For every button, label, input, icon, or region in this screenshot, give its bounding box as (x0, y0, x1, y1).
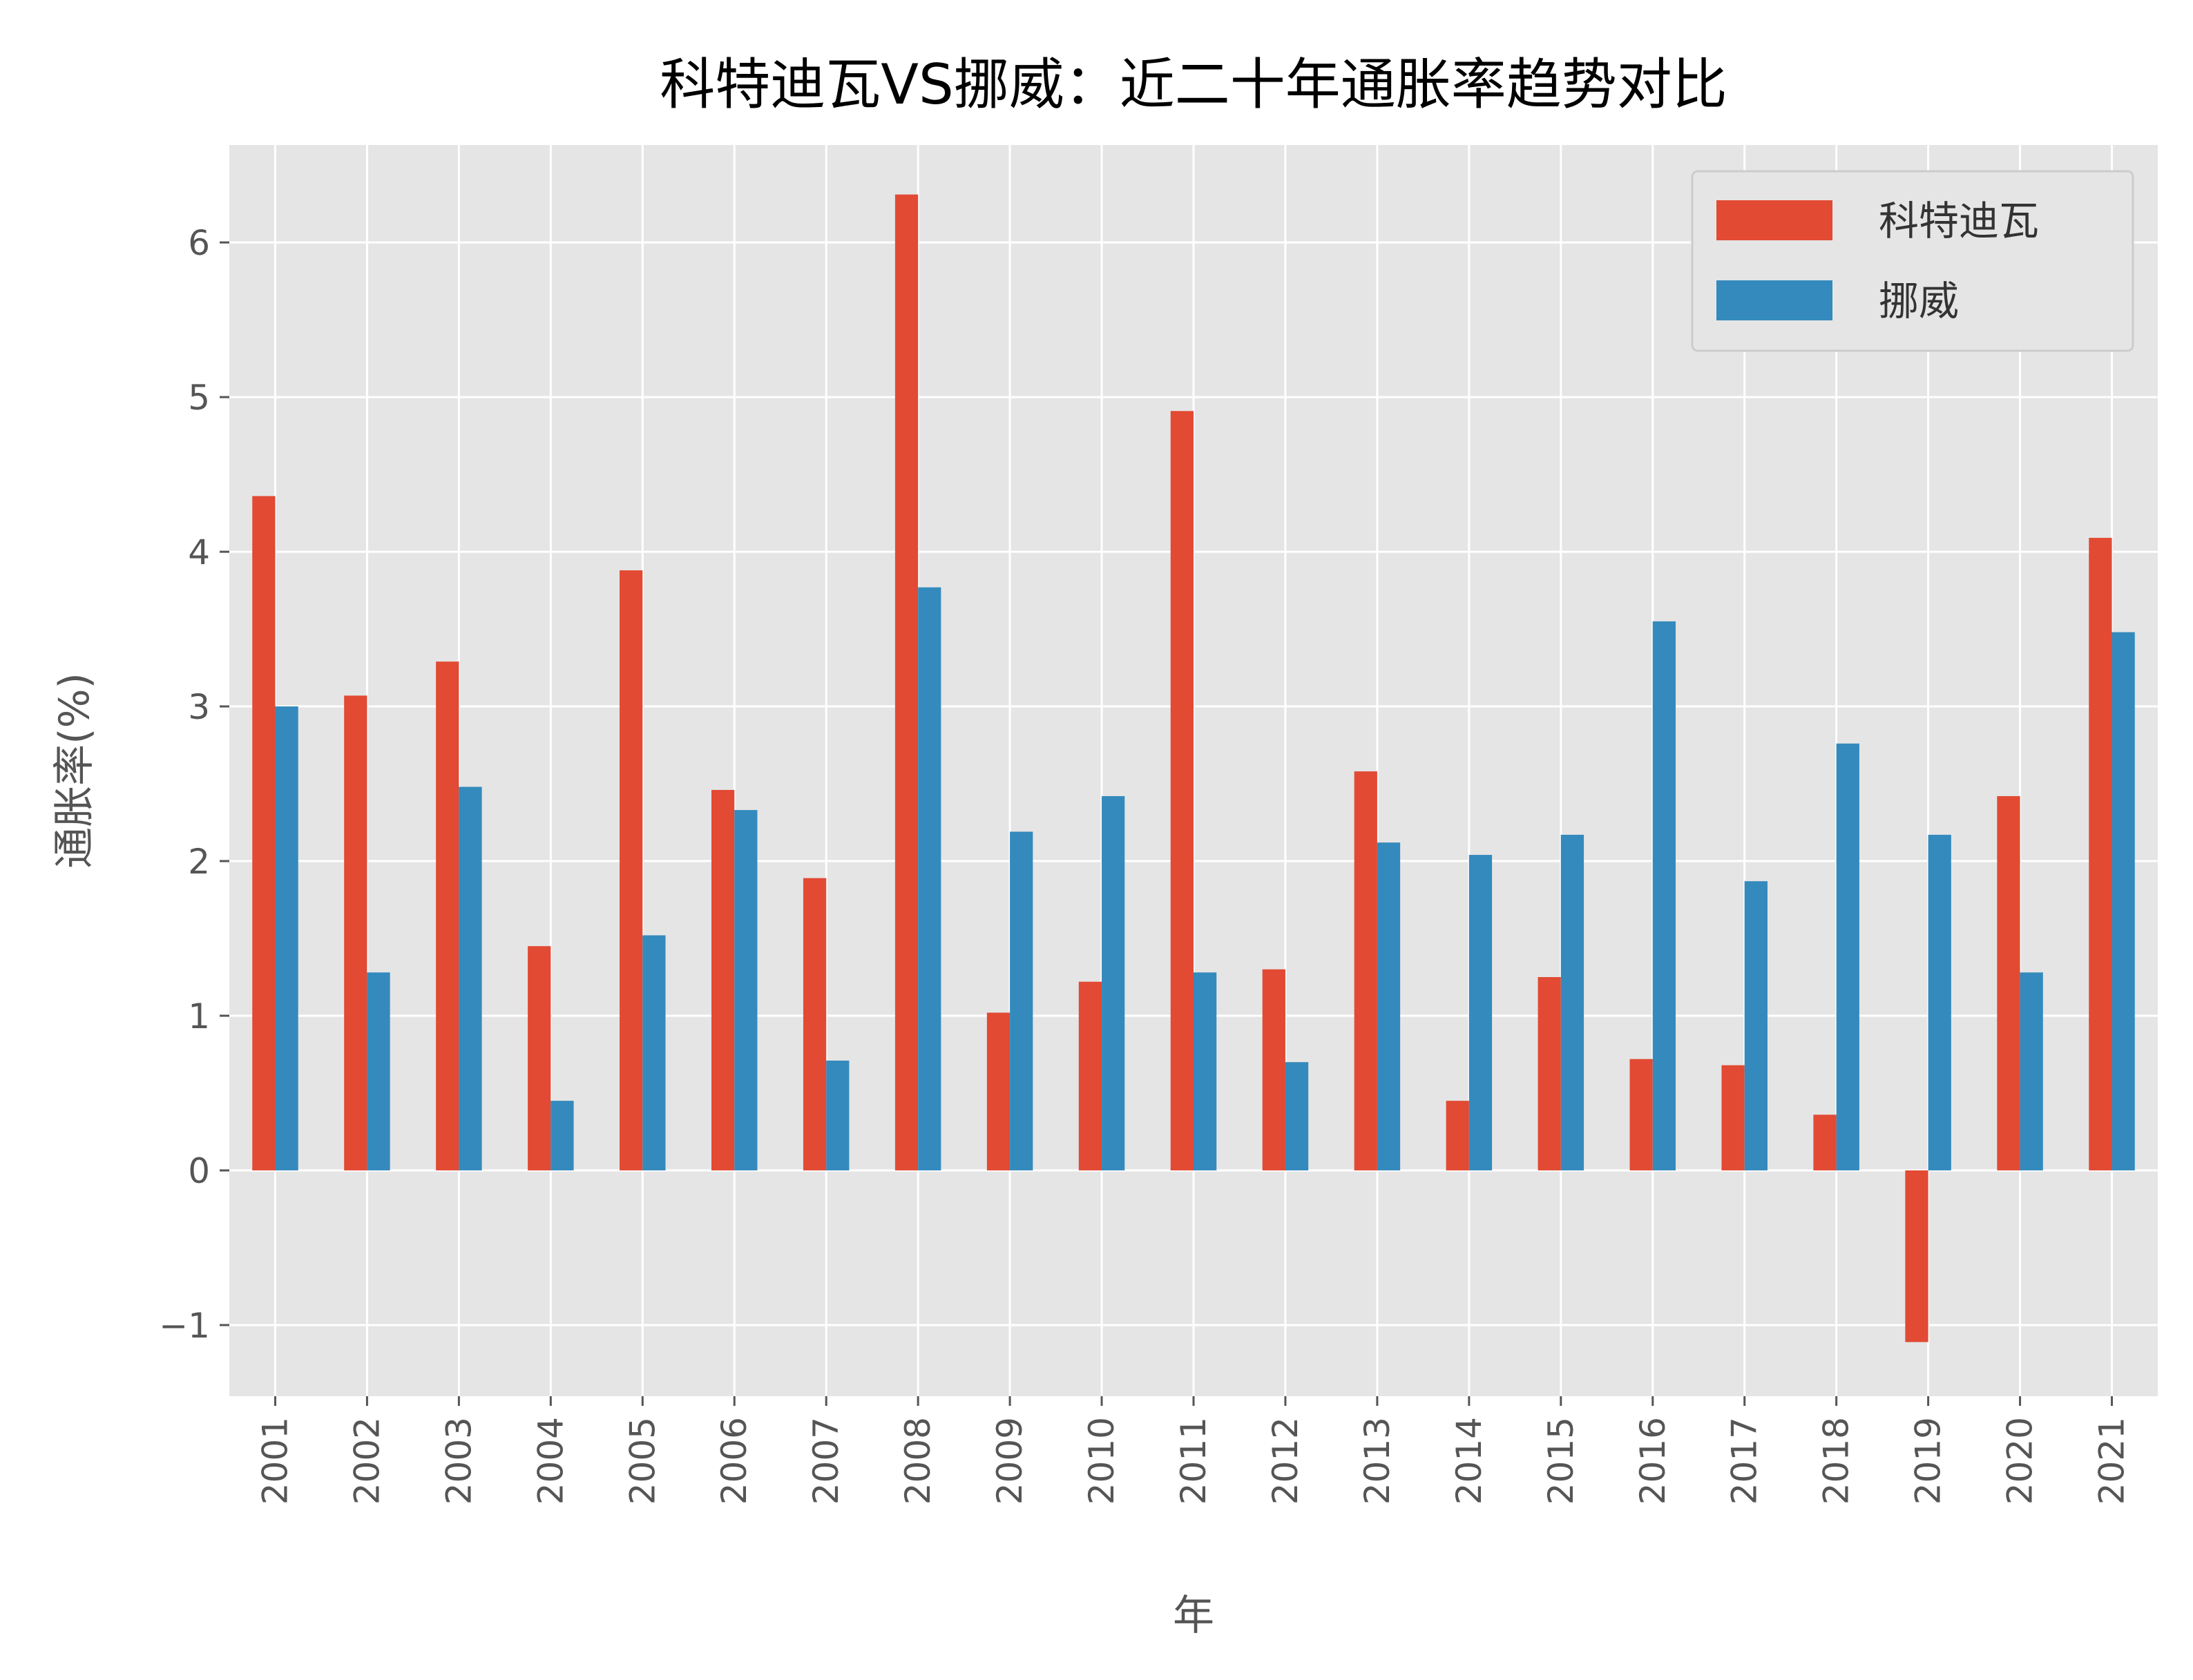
legend-swatch-norway (1716, 280, 1832, 320)
bar-norway-2007 (826, 1060, 850, 1170)
bar-cote-divoire-2002 (344, 695, 367, 1170)
bar-norway-2002 (367, 972, 390, 1170)
x-tick-label: 2003 (439, 1417, 479, 1505)
y-tick-label: 6 (188, 223, 210, 263)
bar-cote-divoire-2011 (1170, 411, 1194, 1170)
bar-cote-divoire-2012 (1262, 969, 1285, 1170)
y-tick-label: 2 (188, 842, 210, 882)
bar-norway-2009 (1010, 831, 1033, 1170)
axis-ticks: −1 0 1 2 3 4 5 6 2001 2002 2003 2004 2005 2006 2007 200… (159, 223, 2132, 1505)
x-tick-label: 2004 (530, 1417, 571, 1505)
x-tick-label: 2007 (806, 1417, 846, 1505)
bar-cote-divoire-2018 (1813, 1114, 1837, 1170)
bar-cote-divoire-2016 (1629, 1059, 1653, 1170)
y-tick-label: 5 (188, 378, 210, 418)
bar-norway-2017 (1744, 881, 1768, 1170)
x-tick-label: 2002 (347, 1417, 387, 1505)
bar-cote-divoire-2021 (2089, 537, 2112, 1170)
bar-cote-divoire-2019 (1905, 1170, 1928, 1342)
x-tick-label: 2009 (990, 1417, 1030, 1505)
x-tick-label: 2011 (1174, 1417, 1214, 1505)
bar-norway-2008 (918, 587, 941, 1170)
bar-norway-2010 (1102, 795, 1125, 1170)
bar-norway-2012 (1285, 1062, 1309, 1170)
bar-cote-divoire-2007 (803, 878, 827, 1170)
bar-cote-divoire-2010 (1078, 981, 1102, 1170)
bar-norway-2021 (2111, 632, 2135, 1170)
x-tick-label: 2006 (714, 1417, 754, 1505)
bar-norway-2001 (275, 706, 298, 1170)
bar-cote-divoire-2017 (1721, 1065, 1745, 1170)
bar-cote-divoire-2003 (436, 662, 459, 1170)
x-tick-label: 2019 (1908, 1417, 1948, 1505)
x-tick-label: 2008 (898, 1417, 938, 1505)
x-tick-label: 2015 (1541, 1417, 1581, 1505)
bar-cote-divoire-2015 (1538, 977, 1561, 1170)
bar-cote-divoire-2020 (1997, 795, 2020, 1170)
bar-cote-divoire-2008 (894, 194, 919, 1170)
y-axis-title: 通胀率(%) (50, 673, 99, 869)
bar-cote-divoire-2004 (528, 946, 551, 1170)
bar-norway-2014 (1468, 855, 1493, 1170)
bar-cote-divoire-2005 (620, 570, 643, 1170)
legend-label-cote-divoire: 科特迪瓦 (1879, 197, 2039, 244)
bar-norway-2020 (2020, 972, 2043, 1170)
y-tick-label: 0 (188, 1151, 210, 1191)
bar-cote-divoire-2013 (1354, 771, 1377, 1170)
legend-swatch-cote-divoire (1716, 200, 1832, 240)
y-tick-label: 3 (188, 687, 210, 727)
y-tick-label: 4 (188, 532, 210, 572)
x-axis-title: 年 (1173, 1592, 1214, 1640)
x-tick-label: 2018 (1817, 1417, 1857, 1505)
x-tick-label: 2017 (1725, 1417, 1765, 1505)
bar-cote-divoire-2014 (1446, 1101, 1469, 1170)
bar-norway-2016 (1652, 621, 1676, 1170)
x-tick-label: 2014 (1449, 1417, 1489, 1505)
bar-norway-2015 (1560, 834, 1584, 1170)
y-tick-label: 1 (188, 996, 210, 1036)
bar-norway-2003 (459, 786, 482, 1170)
x-tick-label: 2005 (622, 1417, 662, 1505)
chart-title: 科特迪瓦VS挪威：近二十年通胀率趋势对比 (660, 52, 1727, 117)
legend-label-norway: 挪威 (1879, 278, 1959, 325)
bar-cote-divoire-2009 (986, 1012, 1011, 1170)
bar-norway-2011 (1194, 972, 1217, 1170)
bars (252, 194, 2135, 1342)
x-tick-label: 2010 (1082, 1417, 1122, 1505)
x-tick-label: 2001 (255, 1417, 295, 1505)
x-tick-label: 2016 (1633, 1417, 1673, 1505)
bar-norway-2013 (1377, 842, 1401, 1170)
x-tick-label: 2013 (1357, 1417, 1397, 1505)
x-tick-label: 2020 (2000, 1417, 2040, 1505)
legend: 科特迪瓦 挪威 (1691, 170, 2134, 352)
bar-norway-2005 (642, 935, 666, 1170)
y-tick-label: −1 (159, 1306, 210, 1346)
x-tick-label: 2021 (2092, 1417, 2132, 1505)
bar-cote-divoire-2001 (252, 496, 276, 1170)
bar-norway-2006 (734, 810, 758, 1170)
bar-norway-2019 (1928, 834, 1951, 1170)
bar-norway-2018 (1836, 743, 1859, 1170)
x-tick-label: 2012 (1265, 1417, 1305, 1505)
bar-cote-divoire-2006 (711, 789, 735, 1170)
bar-norway-2004 (550, 1101, 574, 1170)
